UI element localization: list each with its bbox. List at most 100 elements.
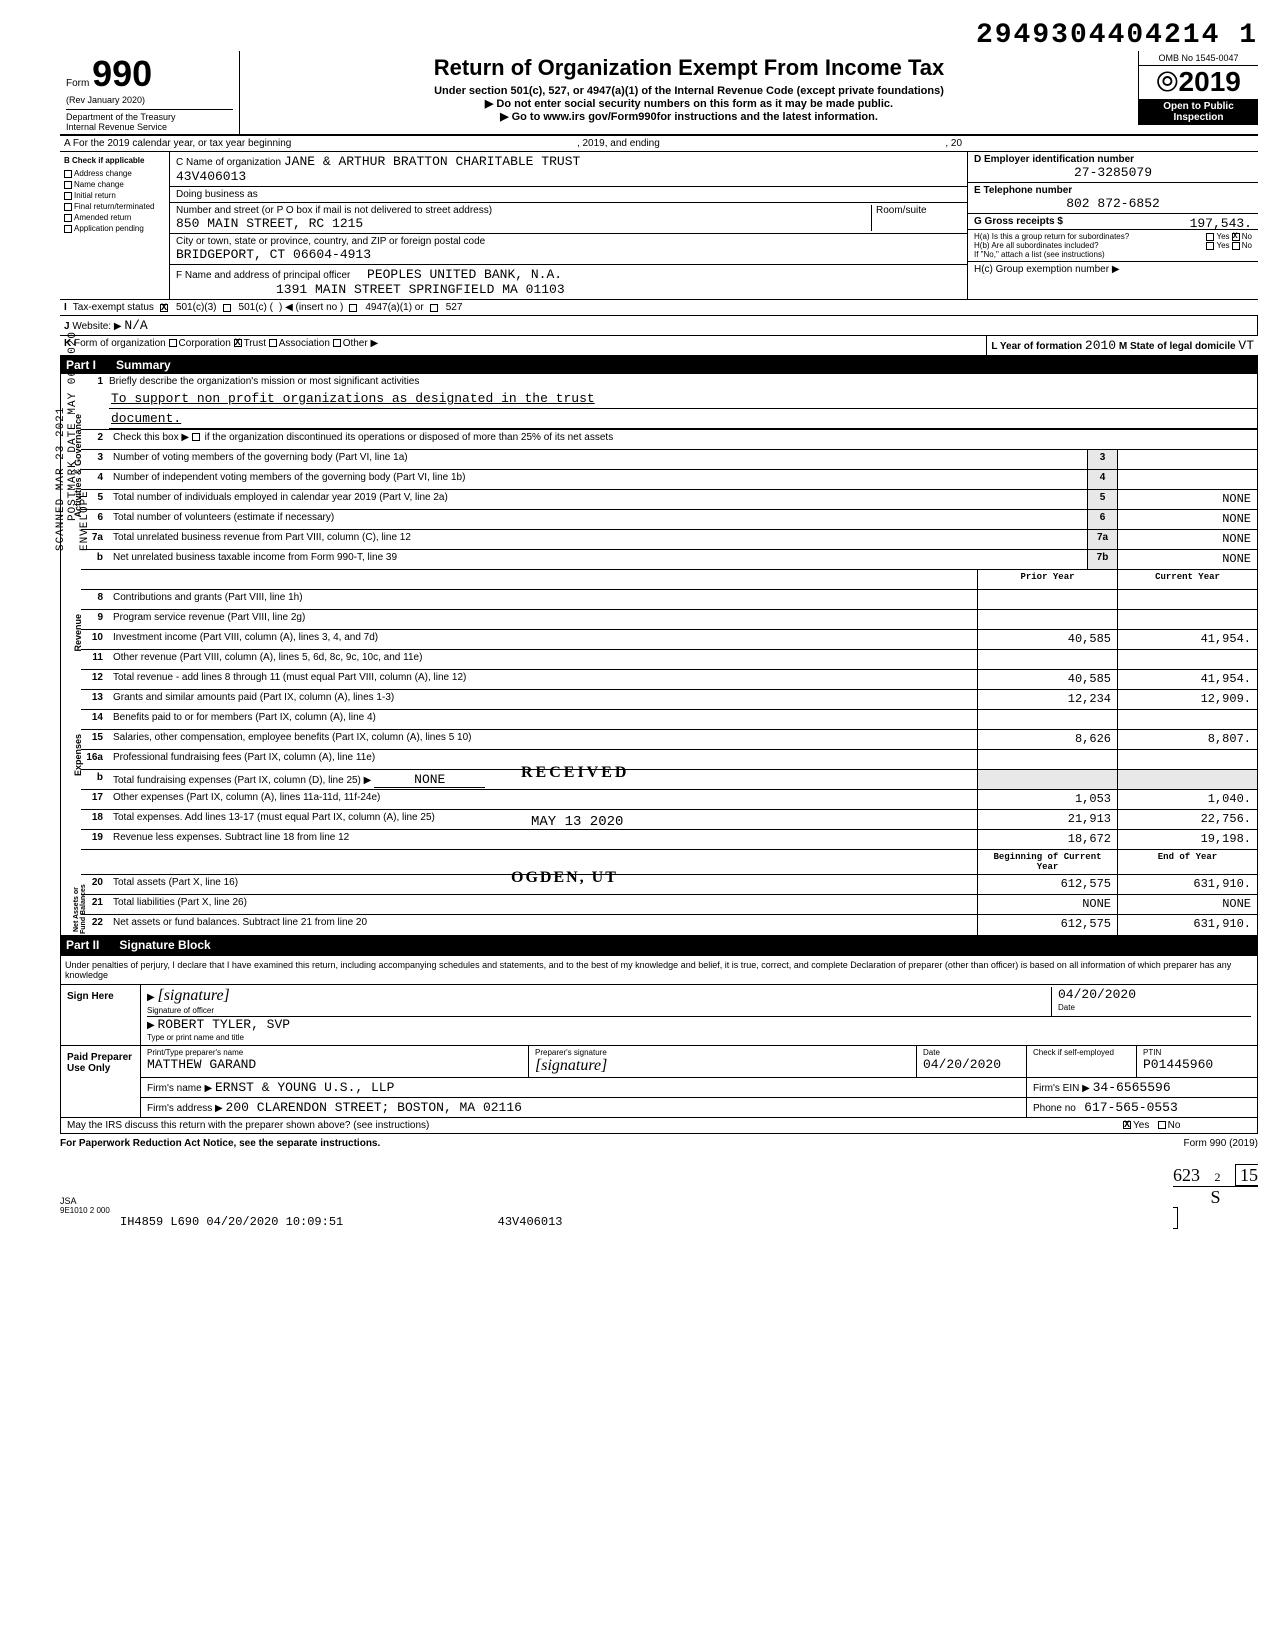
- col-begin: Beginning of Current Year: [977, 850, 1117, 874]
- side-governance: Activities & Governance: [73, 414, 83, 518]
- dba-label: Doing business as: [170, 187, 967, 203]
- line5-val: NONE: [1117, 490, 1257, 509]
- row-i: I Tax-exempt status 501(c)(3) 501(c) () …: [60, 300, 1258, 316]
- part1-header: Part I Summary: [60, 356, 1258, 374]
- chk-527[interactable]: [430, 304, 438, 312]
- line13-current: 12,909.: [1117, 690, 1257, 709]
- firm-name: ERNST & YOUNG U.S., LLP: [215, 1080, 394, 1095]
- line13-prior: 12,234: [977, 690, 1117, 709]
- officer-signature: [signature]: [157, 987, 229, 1004]
- batch-code: IH4859 L690 04/20/2020 10:09:51: [120, 1215, 343, 1229]
- line12-prior: 40,585: [977, 670, 1117, 689]
- officer-typed-name: ROBERT TYLER, SVP: [157, 1017, 290, 1032]
- officer-addr: 1391 MAIN STREET SPRINGFIELD MA 01103: [176, 282, 961, 297]
- preparer-signature: [signature]: [535, 1057, 910, 1075]
- row-a: A For the 2019 calendar year, or tax yea…: [60, 136, 1258, 152]
- chk-pending[interactable]: Application pending: [74, 224, 144, 233]
- handwritten-notes: 623 2 15 S: [1173, 1165, 1258, 1229]
- col-current: Current Year: [1117, 570, 1257, 589]
- omb-number: OMB No 1545-0047: [1139, 51, 1258, 66]
- section-b: B Check if applicable Address change Nam…: [60, 152, 170, 299]
- line21-prior: NONE: [977, 895, 1117, 914]
- row-k: K Form of organization Corporation Trust…: [60, 336, 1258, 356]
- line15-prior: 8,626: [977, 730, 1117, 749]
- header-grid: B Check if applicable Address change Nam…: [60, 152, 1258, 300]
- line22-current: 631,910.: [1117, 915, 1257, 935]
- form-label: Form: [66, 78, 89, 89]
- part2-header: Part II Signature Block: [60, 936, 1258, 954]
- chk-501c[interactable]: [223, 304, 231, 312]
- line7b-val: NONE: [1117, 550, 1257, 569]
- preparer-date: 04/20/2020: [923, 1057, 1020, 1072]
- form-header: Form 990 (Rev January 2020) Department o…: [60, 51, 1258, 136]
- phone: 802 872-6852: [974, 196, 1252, 211]
- signature-block: Under penalties of perjury, I declare th…: [60, 954, 1258, 1134]
- document-id: 2949304404214 1: [30, 20, 1258, 51]
- col-end: End of Year: [1117, 850, 1257, 874]
- col-prior: Prior Year: [977, 570, 1117, 589]
- ptin: P01445960: [1143, 1057, 1251, 1072]
- form-number: 990: [92, 53, 152, 94]
- line21-current: NONE: [1117, 895, 1257, 914]
- self-employed-check[interactable]: Check if self-employed: [1027, 1046, 1137, 1077]
- line17-current: 1,040.: [1117, 790, 1257, 809]
- line18-current: 22,756.: [1117, 810, 1257, 829]
- city-address: BRIDGEPORT, CT 06604-4913: [176, 247, 961, 262]
- footer: For Paperwork Reduction Act Notice, see …: [60, 1134, 1258, 1149]
- org-name: JANE & ARTHUR BRATTON CHARITABLE TRUST: [284, 154, 580, 169]
- form-title: Return of Organization Exempt From Incom…: [244, 55, 1134, 81]
- line17-prior: 1,053: [977, 790, 1117, 809]
- side-expenses: Expenses: [73, 734, 83, 776]
- side-revenue: Revenue: [73, 614, 83, 652]
- line19-current: 19,198.: [1117, 830, 1257, 849]
- row-j: J Website: ▶ N/A: [60, 316, 1258, 336]
- perjury-statement: Under penalties of perjury, I declare th…: [61, 956, 1257, 985]
- section-c: C Name of organization JANE & ARTHUR BRA…: [170, 152, 968, 299]
- received-date: MAY 13 2020: [531, 814, 623, 830]
- chk-initial[interactable]: Initial return: [74, 191, 116, 200]
- ein: 27-3285079: [974, 165, 1252, 180]
- line18-prior: 21,913: [977, 810, 1117, 829]
- form-rev: (Rev January 2020): [66, 95, 233, 105]
- discuss-question: May the IRS discuss this return with the…: [61, 1118, 1117, 1133]
- line6-val: NONE: [1117, 510, 1257, 529]
- firm-ein: 34-6565596: [1093, 1080, 1171, 1095]
- sig-date: 04/20/2020: [1058, 987, 1136, 1002]
- irs: Internal Revenue Service: [66, 122, 233, 132]
- chk-address[interactable]: Address change: [74, 169, 132, 178]
- sign-here: Sign Here: [61, 985, 141, 1045]
- gross-receipts: 197,543.: [1190, 216, 1252, 231]
- line12-current: 41,954.: [1117, 670, 1257, 689]
- line19-prior: 18,672: [977, 830, 1117, 849]
- firm-address: 200 CLARENDON STREET; BOSTON, MA 02116: [226, 1100, 522, 1115]
- side-netassets: Net Assets or Fund Balances: [73, 884, 87, 935]
- year-formation: 2010: [1085, 338, 1116, 353]
- line10-current: 41,954.: [1117, 630, 1257, 649]
- state-domicile: VT: [1238, 338, 1254, 353]
- line10-prior: 40,585: [977, 630, 1117, 649]
- room-label: Room/suite: [871, 205, 961, 231]
- chk-final[interactable]: Final return/terminated: [74, 202, 154, 211]
- org-name2: 43V406013: [176, 169, 961, 184]
- footer-id: 43V406013: [498, 1215, 563, 1229]
- chk-amended[interactable]: Amended return: [74, 213, 131, 222]
- section-d: D Employer identification number 27-3285…: [968, 152, 1258, 299]
- preparer-name: MATTHEW GARAND: [147, 1057, 522, 1072]
- chk-4947[interactable]: [349, 304, 357, 312]
- footer-code: 9E1010 2 000: [60, 1206, 562, 1215]
- line22-prior: 612,575: [977, 915, 1117, 935]
- chk-name[interactable]: Name change: [74, 180, 124, 189]
- dept-treasury: Department of the Treasury: [66, 112, 233, 122]
- form-note1: ▶ Do not enter social security numbers o…: [244, 97, 1134, 110]
- open-public1: Open to Public: [1141, 101, 1256, 112]
- form-note2: ▶ Go to www.irs gov/Form990for instructi…: [244, 110, 1134, 123]
- officer-name: PEOPLES UNITED BANK, N.A.: [367, 267, 562, 282]
- website: N/A: [124, 318, 147, 333]
- form-subtitle: Under section 501(c), 527, or 4947(a)(1)…: [244, 85, 1134, 97]
- chk-501c3[interactable]: [160, 304, 168, 312]
- received-stamp: RECEIVED: [521, 764, 629, 782]
- line20-prior: 612,575: [977, 875, 1117, 894]
- mission-line2: document.: [109, 409, 1257, 429]
- ogden-stamp: OGDEN, UT: [511, 869, 618, 887]
- mission-line1: To support non profit organizations as d…: [109, 389, 1257, 409]
